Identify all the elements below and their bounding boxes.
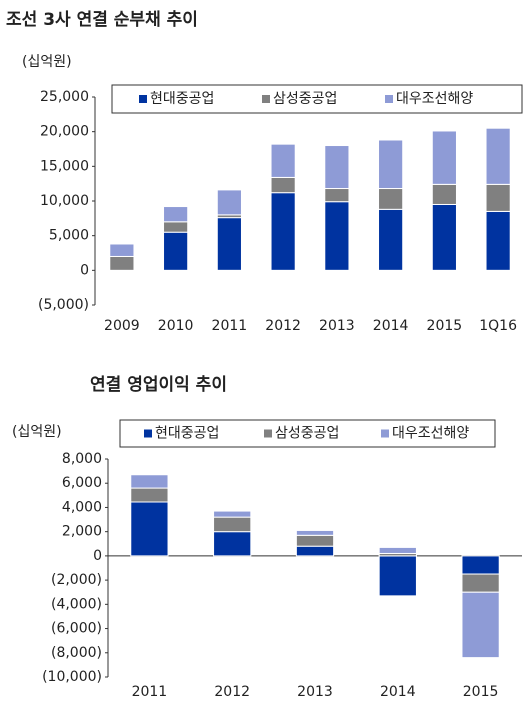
legend-box [111,84,523,114]
bar [109,243,135,257]
legend-label: 현대중공업 [150,91,214,107]
x-tick-label: 2011 [132,684,168,700]
bar [213,516,252,533]
unit-label: (십억원) [22,54,72,70]
bar [378,555,417,597]
unit-label: (십억원) [12,424,62,440]
y-tick-label: (2,000) [51,572,102,588]
bar [295,534,335,547]
y-tick-label: (10,000) [42,669,102,685]
y-tick-label: (6,000) [51,621,102,637]
bar [270,143,296,178]
x-tick-label: 2012 [265,318,301,334]
legend-box [119,419,496,448]
legend-label: 현대중공업 [155,426,219,442]
legend-label: 대우조선해양 [392,426,469,442]
bar [461,555,500,575]
legend-swatch [262,95,270,103]
bar [324,188,350,203]
x-tick-label: 2012 [214,684,250,700]
y-tick-label: 5,000 [49,228,89,244]
legend-swatch [381,429,389,438]
bar [163,206,189,223]
x-tick-label: 2014 [380,684,416,700]
y-tick-label: 0 [80,262,89,278]
bar [213,531,252,557]
y-tick-label: 0 [93,548,102,564]
bar [213,510,252,518]
legend-swatch [385,95,393,103]
bar [295,529,335,536]
bar [378,139,404,190]
bar [431,203,457,271]
bar [163,231,189,271]
x-tick-label: 1Q16 [479,318,517,334]
legend-label: 삼성중공업 [275,426,339,442]
x-tick-label: 2015 [463,684,499,700]
bar [485,183,511,212]
bar [130,487,169,503]
y-tick-label: 2,000 [62,524,102,540]
legend-label: 대우조선해양 [396,91,473,107]
legend-swatch [144,429,152,438]
y-tick-label: (8,000) [51,645,102,661]
bar [378,208,404,271]
y-tick-label: (5,000) [38,297,89,313]
y-tick-label: 6,000 [62,475,102,491]
bar [130,474,169,489]
bar [216,217,242,271]
y-tick-label: (4,000) [51,596,102,612]
x-tick-label: 2010 [158,318,194,334]
bar [324,201,350,271]
bar [270,176,296,194]
bar [378,546,417,554]
bar [295,545,335,557]
y-tick-label: 20,000 [40,124,89,140]
bar [270,192,296,271]
bar [324,145,350,190]
bar [216,189,242,216]
bar [109,255,135,271]
bar [461,573,500,593]
bar [163,221,189,233]
x-tick-label: 2014 [373,318,409,334]
legend-swatch [139,95,147,103]
chart-title: 조선 3사 연결 순부채 추이 [6,10,198,30]
x-tick-label: 2009 [104,318,140,334]
y-tick-label: 25,000 [40,89,89,105]
bar [378,188,404,210]
bar [130,501,169,557]
y-tick-label: 8,000 [62,451,102,467]
bar [431,183,457,205]
legend-label: 삼성중공업 [273,91,337,107]
bar [485,210,511,271]
x-tick-label: 2011 [212,318,248,334]
x-tick-label: 2013 [297,684,333,700]
bar [461,591,500,659]
bar [431,130,457,185]
x-tick-label: 2013 [319,318,355,334]
bar [485,127,511,185]
y-tick-label: 4,000 [62,499,102,515]
chart-title: 연결 영업이익 추이 [90,375,227,395]
y-tick-label: 15,000 [40,158,89,174]
y-tick-label: 10,000 [40,193,89,209]
x-tick-label: 2015 [427,318,463,334]
legend-swatch [264,429,272,438]
